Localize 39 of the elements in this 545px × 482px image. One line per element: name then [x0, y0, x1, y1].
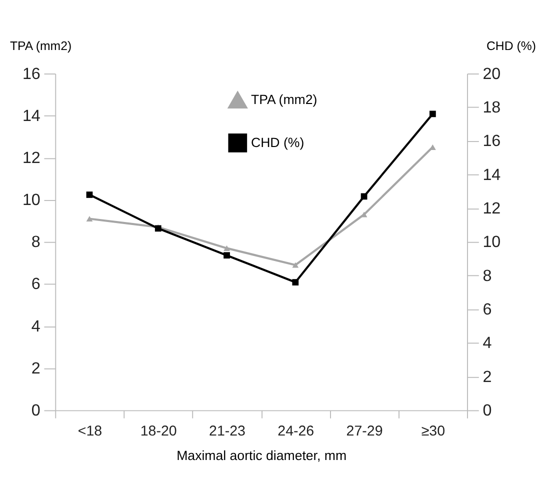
y-tick-label: 4: [31, 317, 40, 336]
y2-tick-label: 4: [482, 334, 492, 352]
point: [292, 279, 299, 286]
x-tick-label: 24-26: [278, 423, 314, 440]
point: [86, 216, 93, 222]
y-tick-label: 16: [22, 64, 40, 83]
point: [292, 262, 299, 268]
y2-tick-label: 8: [482, 266, 492, 285]
point: [429, 110, 436, 118]
y2-tick-label: 20: [482, 64, 501, 83]
y2-tick-label: 0: [482, 401, 492, 420]
x-tick-label: 27-29: [346, 423, 383, 440]
y-tick-label: 14: [22, 106, 40, 125]
point: [224, 252, 230, 259]
y2-tick-label: 2: [482, 368, 492, 386]
y2-tick-label: 12: [482, 199, 501, 218]
x-tick-label: 21-23: [209, 423, 246, 440]
point: [360, 193, 368, 200]
x-axis-title: Maximal aortic diameter, mm: [176, 448, 347, 464]
y2-axis-title: CHD (%): [486, 39, 536, 54]
legend-label: TPA (mm2): [250, 92, 318, 107]
x-tick-label: ≥30: [421, 423, 446, 440]
y2-tick-label: 6: [482, 300, 492, 318]
y-tick-label: 0: [31, 401, 40, 420]
y2-tick-label: 18: [482, 98, 501, 116]
y-tick-label: 2: [31, 359, 40, 378]
y-axis-title: TPA (mm2): [10, 39, 72, 54]
y-tick-label: 12: [22, 148, 40, 167]
y2-tick-label: 10: [482, 233, 501, 252]
point: [224, 245, 230, 251]
point: [86, 192, 93, 198]
y2-tick-label: 14: [482, 166, 501, 184]
y-tick-label: 8: [31, 233, 40, 252]
legend-label: CHD (%): [250, 134, 304, 150]
y-tick-label: 6: [31, 275, 40, 294]
x-tick-label: <18: [78, 423, 102, 440]
y2-tick-label: 16: [482, 132, 501, 150]
y-tick-label: 10: [22, 191, 40, 210]
x-tick-label: 18-20: [140, 423, 177, 440]
